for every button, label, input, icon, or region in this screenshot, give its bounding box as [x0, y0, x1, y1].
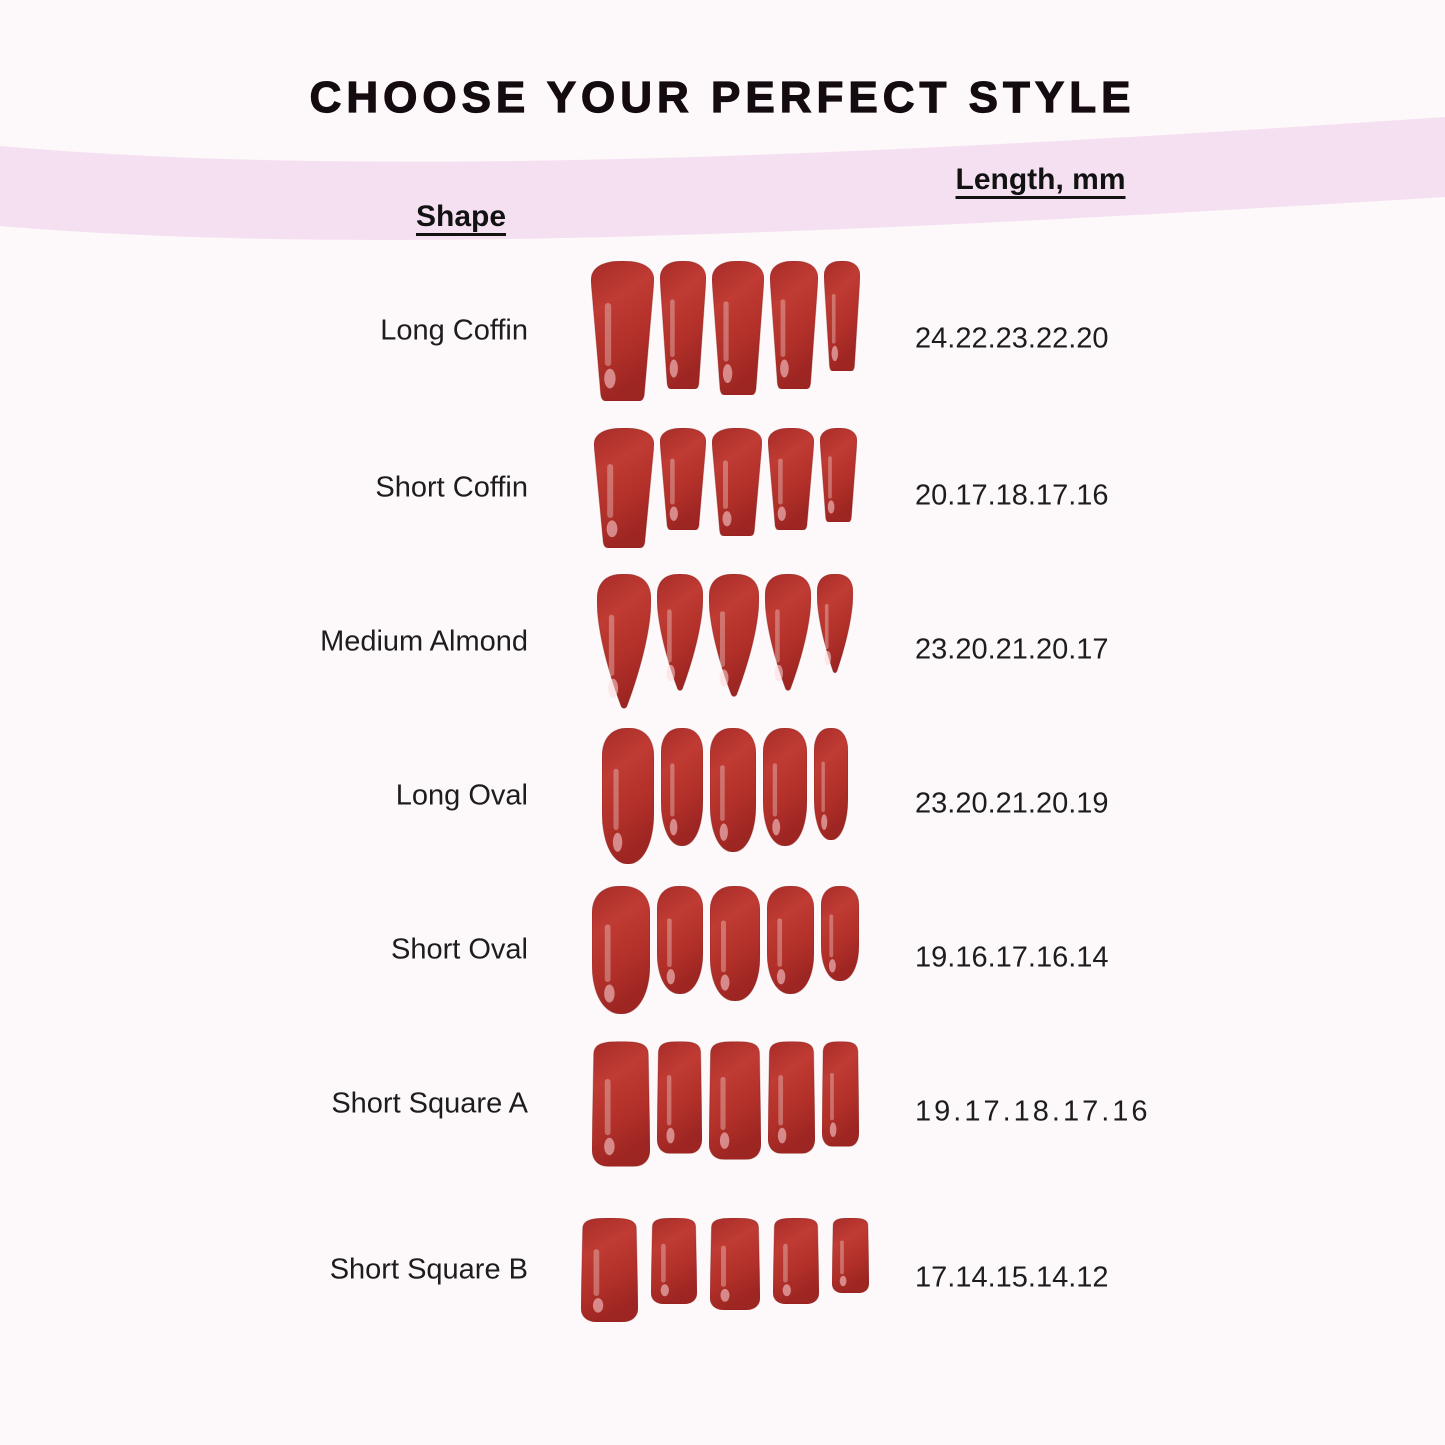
nail-square-icon [773, 1218, 819, 1304]
nail-set-image [575, 574, 875, 710]
nail-set-image [575, 428, 875, 548]
nail-square-icon [821, 1041, 859, 1147]
shape-name: Medium Almond [320, 625, 528, 658]
shape-name: Short Square A [331, 1087, 528, 1120]
nail-oval-icon [820, 886, 859, 981]
nail-set-image [575, 261, 875, 401]
nail-coffin-icon [711, 261, 764, 395]
style-row-long-oval: Long Oval 23.20.21.20.19 [0, 721, 1445, 871]
nail-set-image [575, 1041, 875, 1167]
nail-set-image [575, 886, 875, 1014]
nail-set-image [575, 1218, 875, 1322]
nail-square-icon [767, 1041, 815, 1154]
style-row-long-coffin: Long Coffin 24.22.23.22.20 [0, 256, 1445, 406]
style-row-short-square-b: Short Square B 17.14.15.14.12 [0, 1195, 1445, 1345]
page-title: CHOOSE YOUR PERFECT STYLE [309, 73, 1136, 123]
length-values: 20.17.18.17.16 [915, 479, 1109, 512]
length-values: 19.16.17.16.14 [915, 941, 1109, 974]
nail-coffin-icon [711, 428, 762, 536]
nail-almond-icon [765, 574, 811, 692]
nail-oval-icon [710, 728, 756, 852]
nail-coffin-icon [590, 261, 654, 401]
length-values: 23.20.21.20.19 [915, 787, 1109, 820]
nail-coffin-icon [659, 428, 706, 530]
style-row-medium-almond: Medium Almond 23.20.21.20.17 [0, 567, 1445, 717]
nail-coffin-icon [767, 428, 814, 530]
wave-band [0, 117, 1445, 240]
style-row-short-square-a: Short Square A 19.17.18.17.16 [0, 1029, 1445, 1179]
column-header-length: Length, mm [955, 163, 1126, 196]
nail-square-icon [581, 1218, 638, 1322]
shape-name: Long Coffin [380, 314, 528, 347]
nail-coffin-icon [769, 261, 818, 389]
nail-square-icon [708, 1041, 761, 1160]
nail-almond-icon [597, 574, 651, 709]
nail-almond-icon [709, 574, 759, 697]
nail-almond-icon [817, 574, 853, 674]
nail-square-icon [651, 1218, 697, 1304]
nail-square-icon [656, 1041, 702, 1154]
nail-set-image [575, 728, 875, 864]
nail-coffin-icon [823, 261, 860, 371]
nail-coffin-icon [659, 261, 706, 389]
style-row-short-coffin: Short Coffin 20.17.18.17.16 [0, 413, 1445, 563]
wave-band-path [0, 117, 1445, 240]
nail-oval-icon [766, 886, 814, 994]
shape-name: Short Oval [391, 933, 528, 966]
column-header-shape: Shape [415, 200, 507, 233]
style-row-short-oval: Short Oval 19.16.17.16.14 [0, 875, 1445, 1025]
nail-oval-icon [602, 728, 654, 864]
nail-oval-icon [591, 886, 650, 1014]
nail-oval-icon [661, 728, 703, 846]
shape-name: Short Coffin [375, 471, 528, 504]
length-values: 23.20.21.20.17 [915, 633, 1109, 666]
nail-oval-icon [656, 886, 703, 994]
nail-square-icon [832, 1218, 869, 1293]
nail-coffin-icon [819, 428, 857, 522]
nail-square-icon [591, 1041, 650, 1167]
nail-coffin-icon [593, 428, 654, 548]
length-values: 17.14.15.14.12 [915, 1261, 1109, 1294]
length-values: 19.17.18.17.16 [915, 1095, 1151, 1128]
nail-oval-icon [814, 728, 848, 840]
shape-name: Short Square B [329, 1253, 528, 1286]
nail-almond-icon [657, 574, 703, 692]
length-values: 24.22.23.22.20 [915, 322, 1109, 355]
nail-oval-icon [763, 728, 807, 846]
nail-square-icon [710, 1218, 760, 1310]
shape-name: Long Oval [395, 779, 528, 812]
nail-oval-icon [709, 886, 760, 1001]
